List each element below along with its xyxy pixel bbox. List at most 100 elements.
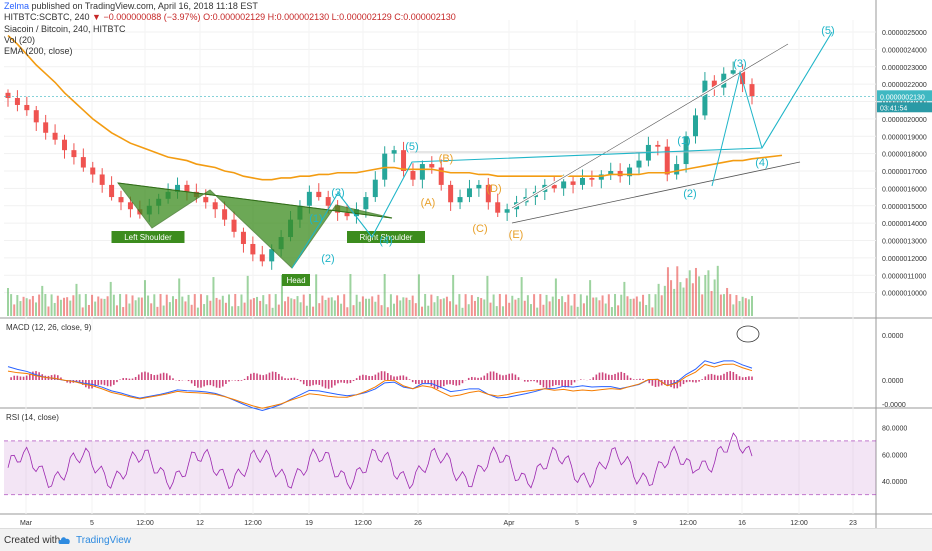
price-tick-label: 0.0000025000	[882, 30, 927, 37]
volume-bar	[546, 295, 548, 316]
macd-histogram-bar	[225, 380, 227, 384]
macd-histogram-bar	[748, 376, 750, 380]
head-shoulders-pattern	[118, 183, 392, 268]
volume-bar	[191, 305, 193, 316]
wave-label: (2)	[321, 253, 334, 265]
macd-histogram-bar	[287, 378, 289, 380]
macd-histogram-bar	[571, 380, 573, 385]
candle-body	[693, 115, 698, 136]
macd-histogram-bar	[599, 373, 601, 380]
macd-histogram-bar	[574, 380, 576, 382]
macd-histogram-bar	[499, 375, 501, 380]
candle-body	[410, 171, 415, 180]
volume-bar	[521, 277, 523, 316]
candle-body	[382, 154, 387, 180]
macd-histogram-bar	[568, 380, 570, 387]
macd-histogram-bar	[455, 380, 457, 386]
macd-histogram-bar	[20, 376, 22, 380]
candle-body	[580, 178, 585, 185]
macd-histogram-bar	[203, 380, 205, 386]
macd-histogram-bar	[530, 380, 532, 381]
candle-body	[363, 197, 368, 209]
candle-body	[674, 164, 679, 174]
volume-bar	[421, 307, 423, 316]
volume-bar	[639, 302, 641, 316]
volume-bar	[592, 298, 594, 316]
last-price-label: 0.0000002130	[880, 94, 925, 101]
macd-histogram-bar	[745, 377, 747, 380]
candle-body	[655, 145, 660, 147]
volume-bar	[188, 295, 190, 316]
vol-label: Vol (20)	[4, 35, 35, 45]
volume-bar	[561, 296, 563, 316]
volume-bar	[549, 301, 551, 316]
volume-bar	[315, 274, 317, 316]
volume-bar	[661, 295, 663, 316]
macd-histogram-bar	[452, 380, 454, 385]
macd-histogram-bar	[197, 380, 199, 388]
volume-bar	[110, 282, 112, 316]
volume-bar	[570, 306, 572, 316]
macd-histogram-bar	[683, 380, 685, 384]
volume-bar	[698, 276, 700, 316]
volume-bar	[614, 294, 616, 316]
rsi-tick-label: 80.0000	[882, 425, 907, 432]
rsi-title: RSI (14, close)	[6, 413, 59, 422]
wave-label: (3)	[331, 187, 344, 199]
price-axis-panel	[876, 0, 932, 528]
volume-bar	[54, 303, 56, 316]
macd-histogram-bar	[23, 377, 25, 380]
wave-label: (1)	[309, 213, 322, 225]
volume-bar	[536, 308, 538, 316]
volume-bar	[97, 296, 99, 316]
volume-bar	[156, 307, 158, 316]
volume-bar	[714, 279, 716, 316]
volume-bar	[194, 294, 196, 316]
candle-body	[373, 180, 378, 197]
macd-histogram-bar	[552, 380, 554, 386]
chart-title: Siacoin / Bitcoin, 240, HITBTC	[4, 24, 126, 34]
volume-bar	[253, 298, 255, 316]
volume-bar	[402, 297, 404, 316]
volume-bar	[287, 297, 289, 316]
volume-bar	[751, 296, 753, 316]
candle-body	[448, 185, 453, 202]
tradingview-link[interactable]: TradingView	[76, 535, 131, 546]
macd-histogram-bar	[318, 380, 320, 385]
macd-histogram-bar	[343, 380, 345, 383]
price-tick-label: 0.0000014000	[882, 221, 927, 228]
macd-histogram-bar	[97, 380, 99, 385]
volume-bar	[138, 297, 140, 316]
candle-body	[34, 110, 39, 122]
macd-histogram-bar	[365, 375, 367, 380]
volume-bar	[524, 301, 526, 316]
volume-bar	[458, 294, 460, 316]
volume-bar	[104, 299, 106, 316]
volume-bar	[284, 301, 286, 316]
volume-bar	[623, 282, 625, 316]
macd-histogram-bar	[350, 380, 352, 383]
candle-body	[119, 197, 124, 202]
ema-label: EMA (200, close)	[4, 46, 73, 56]
volume-bar	[542, 305, 544, 316]
macd-histogram-bar	[191, 380, 193, 383]
wave-label: (D)	[486, 183, 501, 195]
macd-histogram-bar	[300, 380, 302, 381]
volume-bar	[113, 295, 115, 316]
macd-histogram-bar	[630, 378, 632, 380]
volume-bar	[346, 307, 348, 316]
volume-bar	[695, 268, 697, 316]
macd-histogram-bar	[241, 380, 243, 381]
volume-bar	[181, 297, 183, 316]
macd-title: MACD (12, 26, close, 9)	[6, 323, 92, 332]
macd-histogram-bar	[527, 380, 529, 382]
macd-histogram-bar	[720, 375, 722, 380]
macd-histogram-bar	[359, 376, 361, 380]
volume-bar	[443, 298, 445, 316]
volume-bar	[343, 294, 345, 316]
author-link[interactable]: Zelma	[4, 1, 29, 11]
volume-bar	[502, 306, 504, 316]
volume-bar	[166, 295, 168, 316]
macd-histogram-bar	[219, 380, 221, 388]
volume-bar	[303, 295, 305, 316]
